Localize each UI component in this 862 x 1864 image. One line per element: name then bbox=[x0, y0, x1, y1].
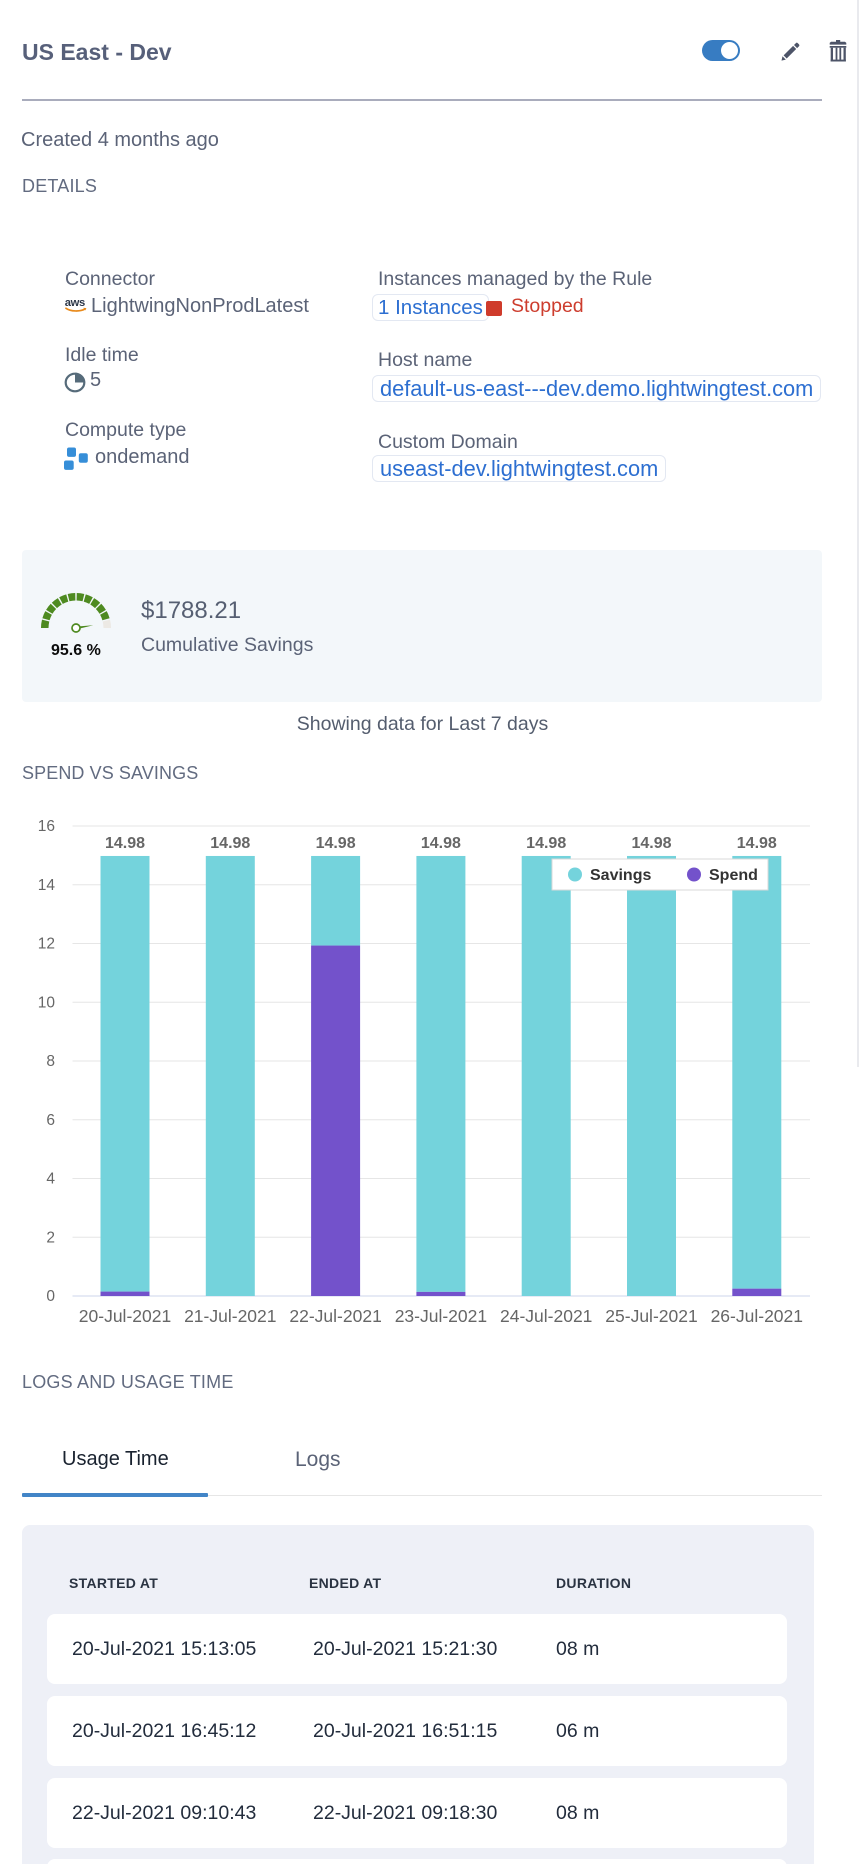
svg-text:14.98: 14.98 bbox=[421, 835, 461, 852]
svg-text:14: 14 bbox=[38, 877, 56, 894]
svg-text:26-Jul-2021: 26-Jul-2021 bbox=[711, 1306, 803, 1326]
svg-text:Spend: Spend bbox=[709, 867, 758, 884]
svg-text:22-Jul-2021: 22-Jul-2021 bbox=[289, 1306, 381, 1326]
svg-text:12: 12 bbox=[38, 936, 55, 953]
svg-text:20-Jul-2021: 20-Jul-2021 bbox=[79, 1306, 171, 1326]
svg-text:6: 6 bbox=[46, 1112, 55, 1129]
svg-text:24-Jul-2021: 24-Jul-2021 bbox=[500, 1306, 592, 1326]
svg-text:14.98: 14.98 bbox=[105, 835, 145, 852]
svg-text:0: 0 bbox=[46, 1288, 55, 1305]
svg-text:23-Jul-2021: 23-Jul-2021 bbox=[395, 1306, 487, 1326]
svg-text:4: 4 bbox=[46, 1171, 55, 1188]
svg-text:14.98: 14.98 bbox=[316, 835, 356, 852]
svg-text:14.98: 14.98 bbox=[631, 835, 671, 852]
svg-text:10: 10 bbox=[38, 994, 56, 1011]
svg-text:14.98: 14.98 bbox=[737, 835, 777, 852]
svg-text:25-Jul-2021: 25-Jul-2021 bbox=[605, 1306, 697, 1326]
svg-text:21-Jul-2021: 21-Jul-2021 bbox=[184, 1306, 276, 1326]
svg-text:14.98: 14.98 bbox=[526, 835, 566, 852]
svg-text:14.98: 14.98 bbox=[210, 835, 250, 852]
svg-text:Savings: Savings bbox=[590, 867, 651, 884]
svg-text:8: 8 bbox=[46, 1053, 55, 1070]
svg-text:2: 2 bbox=[46, 1229, 55, 1246]
svg-text:16: 16 bbox=[38, 818, 55, 835]
svg-text:aws: aws bbox=[65, 298, 85, 309]
